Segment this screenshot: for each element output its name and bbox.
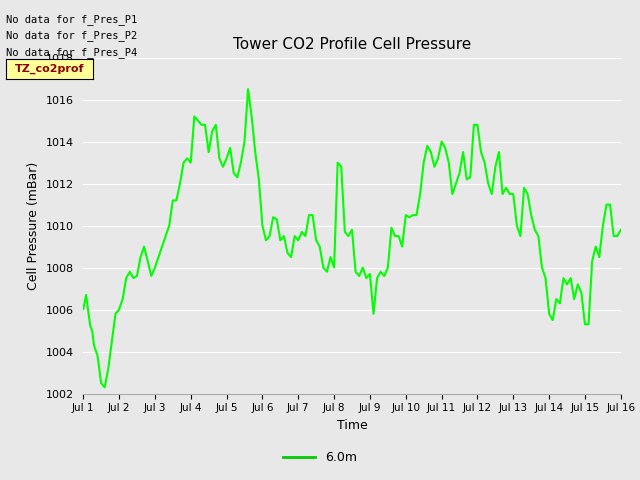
Legend: 6.0m: 6.0m <box>278 446 362 469</box>
Text: No data for f_Pres_P2: No data for f_Pres_P2 <box>6 30 138 41</box>
Text: TZ_co2prof: TZ_co2prof <box>15 64 84 74</box>
X-axis label: Time: Time <box>337 419 367 432</box>
Text: No data for f_Pres_P1: No data for f_Pres_P1 <box>6 13 138 24</box>
Text: No data for f_Pres_P4: No data for f_Pres_P4 <box>6 47 138 58</box>
Title: Tower CO2 Profile Cell Pressure: Tower CO2 Profile Cell Pressure <box>233 37 471 52</box>
Y-axis label: Cell Pressure (mBar): Cell Pressure (mBar) <box>27 161 40 290</box>
